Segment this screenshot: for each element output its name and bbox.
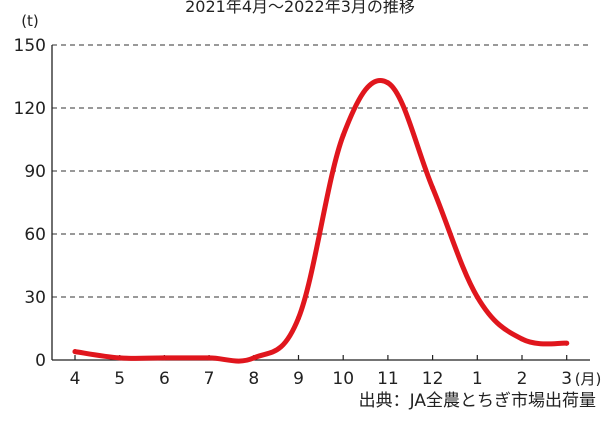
data-point [206,355,212,361]
x-tick-label: 9 [293,369,304,389]
y-tick-labels: 0 30 60 90 120 150 [14,36,46,371]
x-tick-label: 7 [204,369,215,389]
y-tick-label: 120 [14,99,46,119]
x-tick-label: 2 [517,369,528,389]
data-point [340,132,346,138]
x-tick-label: 3 [561,369,572,389]
y-tick-label: 30 [24,288,46,308]
y-tick-label: 90 [24,162,46,182]
data-point [430,185,436,191]
x-tick-label: 8 [248,369,259,389]
series-line-shipments [72,78,570,364]
source-note: 出典：JA全農とちぎ市場出荷量 [358,391,596,411]
y-tick-label: 60 [24,225,46,245]
data-point [72,349,78,355]
chart-title: 2021年4月～2022年3月の推移 [185,0,415,16]
y-tick-label: 150 [14,36,46,56]
y-tick-label: 0 [35,351,46,371]
x-tick-label: 11 [377,369,399,389]
data-point [519,336,525,342]
data-point [564,340,570,346]
data-point [474,294,480,300]
x-tick-label: 5 [114,369,125,389]
data-point [296,315,301,321]
x-tick-labels: 4 5 6 7 8 9 10 11 12 1 2 3 (月) [70,355,602,389]
x-tick-label: 4 [70,369,81,389]
data-point [251,355,257,361]
data-points [72,80,570,361]
y-axis-unit-label: (t) [21,12,39,30]
x-tick-label: 6 [159,369,170,389]
x-tick-label: 10 [332,369,354,389]
x-tick-label: 12 [422,369,444,389]
x-axis-unit-label: (月) [575,370,602,388]
data-point [161,355,167,361]
data-point [117,355,123,361]
data-point [385,80,391,86]
x-tick-label: 1 [472,369,483,389]
grid-lines [52,44,590,298]
